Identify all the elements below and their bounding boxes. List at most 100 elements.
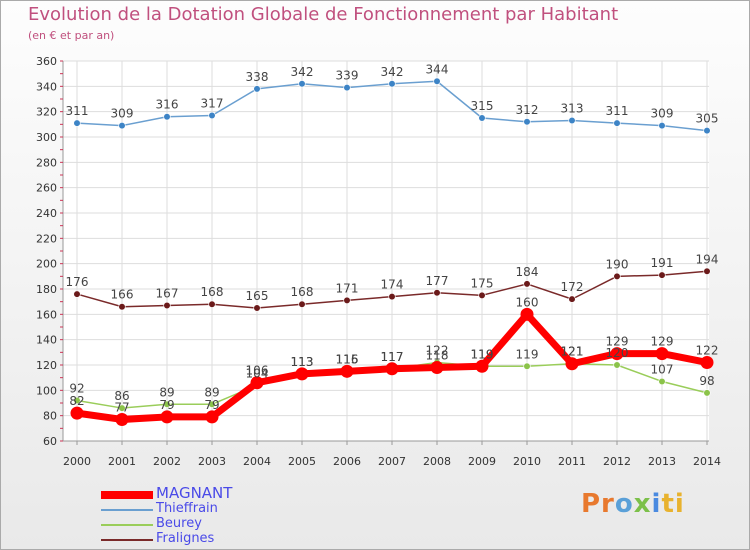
- legend-swatch: [101, 509, 153, 511]
- x-tick-label: 2006: [333, 455, 361, 468]
- legend-swatch: [101, 524, 153, 526]
- data-label: 315: [471, 99, 494, 113]
- data-point: [703, 127, 711, 135]
- data-point: [613, 119, 621, 127]
- logo-part: x: [633, 489, 652, 519]
- data-point: [568, 116, 576, 125]
- y-tick-label: 160: [36, 308, 57, 321]
- y-tick-label: 140: [36, 334, 57, 347]
- data-point: [565, 357, 579, 371]
- data-point: [478, 291, 486, 299]
- data-point: [703, 267, 711, 275]
- data-label: 119: [471, 347, 494, 361]
- legend-label: MAGNANT: [156, 484, 233, 502]
- y-tick-label: 100: [36, 384, 57, 397]
- legend-item: Fralignes: [101, 531, 361, 547]
- legend-item: Beurey: [101, 516, 361, 532]
- data-label: 172: [561, 280, 584, 294]
- data-point: [160, 410, 174, 424]
- data-label: 79: [204, 398, 219, 412]
- data-label: 194: [696, 252, 719, 266]
- data-label: 174: [381, 278, 404, 292]
- x-tick-label: 2002: [153, 455, 181, 468]
- y-tick-label: 120: [36, 359, 57, 372]
- data-point: [388, 80, 396, 88]
- data-label: 116: [336, 352, 359, 366]
- data-label: 177: [426, 274, 449, 288]
- data-label: 339: [336, 69, 359, 83]
- data-point: [388, 293, 396, 301]
- data-label: 311: [606, 104, 629, 118]
- x-tick-label: 2001: [108, 455, 136, 468]
- data-point: [523, 280, 531, 288]
- x-tick-label: 2007: [378, 455, 406, 468]
- data-label: 342: [291, 65, 314, 79]
- data-point: [208, 400, 216, 408]
- data-point: [658, 121, 666, 130]
- data-point: [253, 85, 261, 93]
- data-point: [433, 77, 441, 85]
- data-point: [73, 290, 81, 298]
- data-label: 311: [66, 104, 89, 118]
- data-point: [430, 361, 444, 375]
- data-label: 190: [606, 257, 629, 271]
- y-tick-label: 360: [36, 55, 57, 68]
- data-label: 107: [651, 362, 674, 376]
- x-tick-label: 2011: [558, 455, 586, 468]
- data-label: 175: [471, 276, 494, 290]
- data-label: 86: [114, 389, 129, 403]
- logo-part: Pr: [581, 489, 615, 519]
- data-label: 120: [606, 346, 629, 360]
- data-point: [658, 271, 666, 279]
- logo-part: i: [651, 489, 662, 519]
- data-label: 166: [111, 288, 134, 302]
- data-point: [73, 396, 81, 405]
- data-label: 119: [516, 347, 539, 361]
- x-tick-label: 2009: [468, 455, 496, 468]
- logo-part: ti: [661, 489, 685, 519]
- x-tick-label: 2000: [63, 455, 91, 468]
- data-point: [343, 83, 351, 92]
- x-tick-label: 2012: [603, 455, 631, 468]
- data-label: 89: [204, 385, 219, 399]
- proxiti-logo: Proxiti: [581, 489, 685, 519]
- data-label: 313: [561, 102, 584, 116]
- x-tick-label: 2003: [198, 455, 226, 468]
- legend-swatch: [101, 539, 153, 541]
- data-point: [478, 114, 486, 122]
- data-point: [568, 295, 576, 303]
- y-tick-label: 280: [36, 156, 57, 169]
- data-label: 122: [696, 343, 719, 357]
- legend: MAGNANT Thieffrain Beurey Fralignes: [101, 484, 361, 547]
- data-point: [163, 400, 171, 408]
- data-point: [385, 362, 399, 376]
- y-tick-label: 260: [36, 182, 57, 195]
- data-label: 167: [156, 286, 179, 300]
- data-label: 106: [246, 364, 269, 378]
- data-label: 129: [606, 335, 629, 349]
- data-point: [115, 412, 129, 426]
- data-point: [73, 119, 81, 127]
- data-label: 171: [336, 281, 359, 295]
- data-point: [655, 347, 669, 361]
- x-tick-label: 2005: [288, 455, 316, 468]
- plot-area: [63, 61, 709, 441]
- y-tick-label: 200: [36, 258, 57, 271]
- data-label: 89: [159, 385, 174, 399]
- legend-item: Thieffrain: [101, 501, 361, 517]
- data-point: [613, 272, 621, 280]
- data-label: 160: [516, 295, 539, 309]
- data-label: 305: [696, 112, 719, 126]
- data-label: 338: [246, 70, 269, 84]
- data-point: [475, 359, 489, 373]
- logo-part: o: [614, 489, 634, 519]
- legend-label: Beurey: [156, 516, 202, 531]
- x-tick-label: 2014: [693, 455, 721, 468]
- data-label: 165: [246, 289, 269, 303]
- data-point: [523, 118, 531, 126]
- data-label: 113: [291, 355, 314, 369]
- y-tick-label: 320: [36, 106, 57, 119]
- y-tick-label: 340: [36, 80, 57, 93]
- data-label: 168: [201, 285, 224, 299]
- data-point: [613, 361, 621, 369]
